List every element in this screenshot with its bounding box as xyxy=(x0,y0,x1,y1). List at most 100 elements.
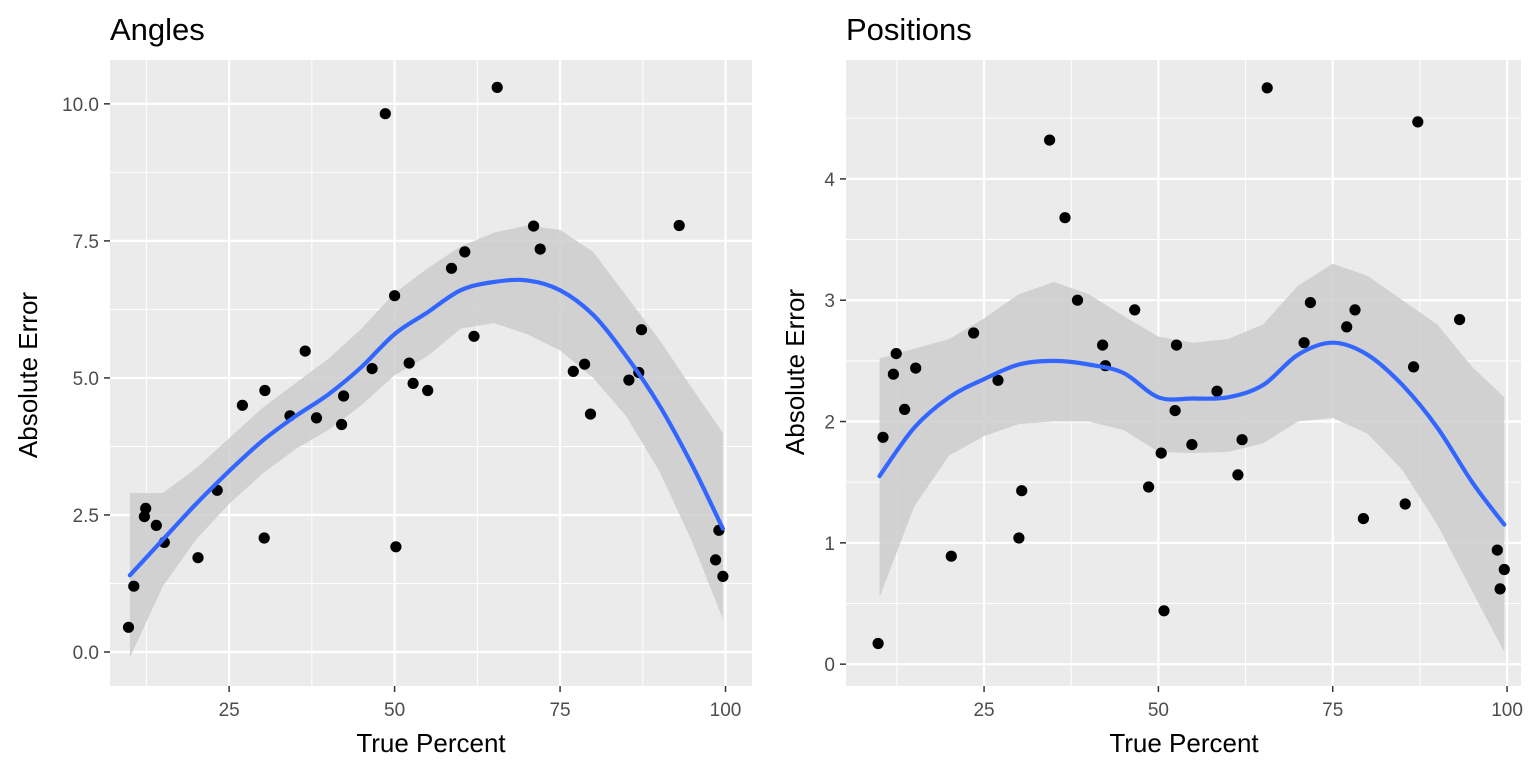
x-tick-label: 25 xyxy=(219,700,240,721)
data-point xyxy=(872,637,884,650)
data-point xyxy=(1491,544,1503,556)
y-tick-label: 4 xyxy=(824,170,835,191)
data-point xyxy=(635,324,648,336)
data-point xyxy=(1186,439,1198,451)
data-point xyxy=(459,246,471,258)
data-point xyxy=(403,357,415,369)
x-tick-label: 100 xyxy=(1491,700,1523,721)
data-point xyxy=(968,327,980,339)
data-point xyxy=(407,377,419,389)
x-tick-label: 75 xyxy=(549,700,570,721)
data-point xyxy=(584,408,597,420)
data-point xyxy=(1341,321,1353,333)
data-point xyxy=(1494,583,1506,595)
data-point xyxy=(258,532,270,544)
x-tick-label: 50 xyxy=(1148,700,1169,721)
data-point xyxy=(140,502,152,514)
data-point xyxy=(623,374,635,386)
data-point xyxy=(1059,212,1071,224)
data-point xyxy=(310,412,323,424)
plot-layer: 25 50 75 100 0.0 2.5 5.0 7.5 10.0 xyxy=(62,60,752,721)
x-axis-title: True Percent xyxy=(356,728,506,758)
data-point xyxy=(673,219,685,232)
angles-chart: 25 50 75 100 0.0 2.5 5.0 7.5 10.0 Angles True Per… xyxy=(13,12,752,758)
data-point xyxy=(887,368,900,380)
data-point xyxy=(1498,563,1510,576)
data-point xyxy=(1298,337,1310,349)
smooth-line xyxy=(127,277,725,578)
data-point xyxy=(1013,532,1025,544)
chart-title: Positions xyxy=(846,12,972,47)
data-point xyxy=(567,365,579,377)
y-tick-label: 2.5 xyxy=(73,506,99,527)
data-point xyxy=(1454,314,1466,326)
y-tick-label: 0 xyxy=(824,655,835,676)
data-point xyxy=(1211,385,1223,397)
data-point xyxy=(338,390,350,402)
data-point xyxy=(890,348,902,360)
data-point xyxy=(150,519,162,532)
data-point xyxy=(1071,294,1084,306)
data-point xyxy=(122,621,135,633)
x-tick-label: 25 xyxy=(973,700,994,721)
data-point xyxy=(1097,339,1109,351)
data-point xyxy=(299,345,311,357)
data-point xyxy=(945,550,957,562)
data-point xyxy=(1304,297,1316,309)
data-point xyxy=(528,220,540,232)
y-axis-title: Absolute Error xyxy=(13,292,43,459)
data-point xyxy=(389,290,401,302)
y-tick-label: 0.0 xyxy=(73,643,99,664)
data-point xyxy=(579,358,591,370)
data-point xyxy=(992,374,1004,386)
data-point xyxy=(1143,481,1155,493)
confidence-band xyxy=(129,225,723,658)
data-point xyxy=(379,108,391,120)
data-point xyxy=(1357,513,1369,525)
x-axis-title: True Percent xyxy=(1109,728,1259,758)
positions-chart: 25 50 75 100 0 1 2 3 4 Positions True Percent Abs… xyxy=(780,12,1523,758)
data-point xyxy=(1044,134,1056,146)
data-point xyxy=(138,510,150,523)
data-point xyxy=(1232,469,1244,481)
y-tick-label: 10.0 xyxy=(62,95,99,116)
data-point xyxy=(1016,485,1028,497)
data-point xyxy=(1408,361,1420,373)
data-point xyxy=(445,262,458,274)
data-point xyxy=(1349,304,1361,316)
plot-layer: 25 50 75 100 0 1 2 3 4 xyxy=(824,60,1523,721)
data-point xyxy=(1155,447,1167,459)
x-tick-label: 50 xyxy=(384,700,405,721)
data-point xyxy=(1158,605,1170,617)
smooth-line xyxy=(877,340,1507,527)
data-point xyxy=(468,330,480,342)
data-point xyxy=(910,362,922,374)
data-point xyxy=(128,580,140,592)
data-point xyxy=(1129,304,1141,316)
chart-title: Angles xyxy=(110,12,205,47)
data-point xyxy=(366,363,378,375)
y-tick-label: 5.0 xyxy=(73,369,99,390)
data-point xyxy=(877,431,889,443)
data-point xyxy=(899,403,911,415)
y-tick-label: 3 xyxy=(824,291,835,312)
data-point xyxy=(534,243,546,255)
data-point xyxy=(259,384,271,397)
data-point xyxy=(336,418,348,431)
data-point xyxy=(491,81,503,93)
y-axis-title: Absolute Error xyxy=(780,289,810,456)
y-tick-label: 1 xyxy=(824,534,835,555)
data-point xyxy=(717,570,729,583)
data-point xyxy=(1399,498,1411,510)
y-tick-label: 2 xyxy=(824,413,835,434)
data-point xyxy=(1236,434,1248,446)
data-point xyxy=(192,552,204,564)
data-point xyxy=(236,399,248,411)
data-point xyxy=(1169,405,1181,417)
data-point xyxy=(1412,116,1424,128)
data-point xyxy=(1261,82,1273,94)
data-point xyxy=(1170,339,1183,351)
data-point xyxy=(422,384,434,397)
x-tick-label: 75 xyxy=(1322,700,1343,721)
